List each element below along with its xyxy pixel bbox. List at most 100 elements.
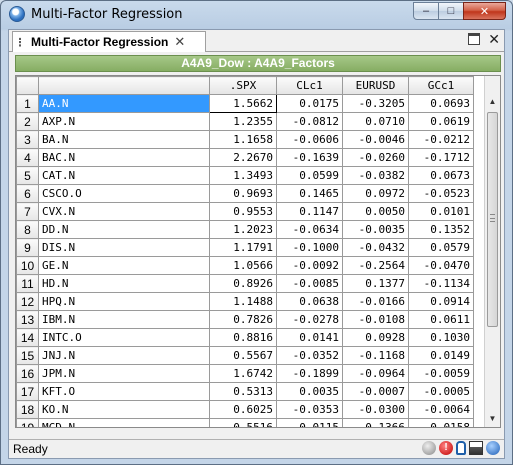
value-cell[interactable]: -0.1899	[276, 364, 343, 383]
value-cell[interactable]: 0.1377	[342, 274, 409, 293]
value-cell[interactable]: 1.6742	[209, 364, 277, 383]
ticker-cell[interactable]: INTC.O	[38, 328, 210, 347]
value-cell[interactable]: 1.2355	[209, 112, 277, 131]
ticker-cell[interactable]: BAC.N	[38, 148, 210, 167]
tab-close-icon[interactable]: ✕	[174, 34, 186, 49]
column-header-gcc1[interactable]: GCc1	[408, 76, 474, 95]
regression-grid[interactable]: .SPX CLc1 EURUSD GCc1 1 AA.N 1.5662 0.0175-…	[15, 75, 501, 428]
value-cell[interactable]: 0.7826	[209, 310, 277, 329]
column-header-eurusd[interactable]: EURUSD	[342, 76, 409, 95]
value-cell[interactable]: 0.8926	[209, 274, 277, 293]
ticker-cell[interactable]: CSCO.O	[38, 184, 210, 203]
value-cell[interactable]: 0.0611	[408, 310, 474, 329]
ticker-cell[interactable]: HD.N	[38, 274, 210, 293]
row-number[interactable]: 10	[16, 256, 39, 275]
value-cell[interactable]: 0.0050	[342, 202, 409, 221]
value-cell[interactable]: 0.0035	[276, 382, 343, 401]
row-number[interactable]: 2	[16, 112, 39, 131]
value-cell[interactable]: 0.1352	[408, 220, 474, 239]
table-row[interactable]: 9 DIS.N 1.1791 -0.1000 -0.0432 0.0579	[16, 238, 474, 257]
value-cell[interactable]: -0.0092	[276, 256, 343, 275]
row-number[interactable]: 7	[16, 202, 39, 221]
print-icon[interactable]	[469, 441, 483, 455]
value-cell[interactable]: 0.0710	[342, 112, 409, 131]
minimize-button[interactable]: –	[413, 2, 439, 20]
ticker-cell[interactable]: JPM.N	[38, 364, 210, 383]
ticker-cell[interactable]: AA.N	[38, 94, 210, 113]
value-cell[interactable]: -0.0046	[342, 130, 409, 149]
ticker-cell[interactable]: CAT.N	[38, 166, 210, 185]
table-row[interactable]: 10 GE.N 1.0566 -0.0092 -0.2564 -0.0470	[16, 256, 474, 275]
value-cell[interactable]: -0.0964	[342, 364, 409, 383]
value-cell[interactable]: -0.1639	[276, 148, 343, 167]
value-cell[interactable]: 0.1465	[276, 184, 343, 203]
view-menu-icon[interactable]	[468, 33, 481, 45]
table-row[interactable]: 2 AXP.N 1.2355 -0.0812 0.0710 0.0619	[16, 112, 474, 131]
value-cell[interactable]: 0.0693	[408, 94, 474, 113]
app-icon[interactable]	[9, 6, 25, 22]
scroll-up-icon[interactable]: ▲	[488, 97, 497, 106]
value-cell[interactable]: 1.0566	[209, 256, 277, 275]
value-cell[interactable]: -0.0059	[408, 364, 474, 383]
table-row[interactable]: 19 MCD.N 0.5516 -0.0115 -0.1366 -0.0158	[16, 418, 474, 427]
table-row[interactable]: 6 CSCO.O 0.9693 0.1465 0.0972 -0.0523	[16, 184, 474, 203]
value-cell[interactable]: 2.2670	[209, 148, 277, 167]
ticker-cell[interactable]: MCD.N	[38, 418, 210, 427]
row-number[interactable]: 9	[16, 238, 39, 257]
value-cell[interactable]: 0.0638	[276, 292, 343, 311]
value-cell[interactable]: 1.1658	[209, 130, 277, 149]
value-cell[interactable]: 0.0149	[408, 346, 474, 365]
value-cell[interactable]: 0.0673	[408, 166, 474, 185]
value-cell[interactable]: -0.0260	[342, 148, 409, 167]
table-row[interactable]: 12 HPQ.N 1.1488 0.0638 -0.0166 0.0914	[16, 292, 474, 311]
row-number[interactable]: 15	[16, 346, 39, 365]
value-cell[interactable]: 1.3493	[209, 166, 277, 185]
value-cell[interactable]: 0.1147	[276, 202, 343, 221]
scroll-down-icon[interactable]: ▼	[488, 414, 497, 423]
ticker-cell[interactable]: JNJ.N	[38, 346, 210, 365]
table-row[interactable]: 13 IBM.N 0.7826 -0.0278 -0.0108 0.0611	[16, 310, 474, 329]
ticker-cell[interactable]: IBM.N	[38, 310, 210, 329]
value-cell[interactable]: -0.2564	[342, 256, 409, 275]
tab-multi-factor-regression[interactable]: ⋮ Multi-Factor Regression ✕	[12, 31, 206, 52]
table-row[interactable]: 11 HD.N 0.8926 -0.0085 0.1377 -0.1134	[16, 274, 474, 293]
value-cell[interactable]: -0.0166	[342, 292, 409, 311]
value-cell[interactable]: -0.1134	[408, 274, 474, 293]
value-cell[interactable]: 1.5662	[209, 94, 277, 113]
row-number[interactable]: 5	[16, 166, 39, 185]
value-cell[interactable]: -0.1712	[408, 148, 474, 167]
column-header-name[interactable]	[38, 76, 210, 95]
ticker-cell[interactable]: KO.N	[38, 400, 210, 419]
value-cell[interactable]: 0.9553	[209, 202, 277, 221]
row-number[interactable]: 11	[16, 274, 39, 293]
row-number[interactable]: 6	[16, 184, 39, 203]
value-cell[interactable]: -0.1366	[342, 418, 409, 427]
value-cell[interactable]: 0.0599	[276, 166, 343, 185]
row-number[interactable]: 12	[16, 292, 39, 311]
value-cell[interactable]: -0.0470	[408, 256, 474, 275]
value-cell[interactable]: -0.0158	[408, 418, 474, 427]
value-cell[interactable]: -0.0115	[276, 418, 343, 427]
value-cell[interactable]: -0.0108	[342, 310, 409, 329]
value-cell[interactable]: 0.0579	[408, 238, 474, 257]
value-cell[interactable]: 0.0928	[342, 328, 409, 347]
table-row[interactable]: 18 KO.N 0.6025 -0.0353 -0.0300 -0.0064	[16, 400, 474, 419]
value-cell[interactable]: 1.1791	[209, 238, 277, 257]
ticker-cell[interactable]: HPQ.N	[38, 292, 210, 311]
table-row[interactable]: 8 DD.N 1.2023 -0.0634 -0.0035 0.1352	[16, 220, 474, 239]
ticker-cell[interactable]: CVX.N	[38, 202, 210, 221]
maximize-button[interactable]: □	[438, 2, 464, 20]
value-cell[interactable]: -0.1000	[276, 238, 343, 257]
table-row[interactable]: 1 AA.N 1.5662 0.0175 -0.3205 0.0693	[16, 94, 474, 113]
info-icon[interactable]	[486, 441, 500, 455]
row-number[interactable]: 4	[16, 148, 39, 167]
title-bar[interactable]: Multi-Factor Regression – □ ✕	[1, 1, 512, 29]
column-header-spx[interactable]: .SPX	[209, 76, 277, 95]
value-cell[interactable]: -0.3205	[342, 94, 409, 113]
view-close-icon[interactable]: ✕	[488, 31, 500, 47]
value-cell[interactable]: 0.0619	[408, 112, 474, 131]
value-cell[interactable]: 0.0141	[276, 328, 343, 347]
value-cell[interactable]: -0.0352	[276, 346, 343, 365]
value-cell[interactable]: -0.1168	[342, 346, 409, 365]
column-header-clc1[interactable]: CLc1	[276, 76, 343, 95]
